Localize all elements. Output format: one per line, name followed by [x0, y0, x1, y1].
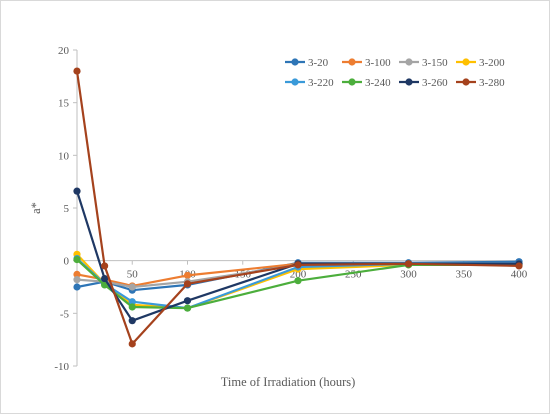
- series-line: [75, 190, 519, 322]
- legend-item: 3-150: [399, 57, 448, 69]
- legend-label: 3-220: [308, 77, 334, 89]
- y-tick-label: 15: [58, 98, 70, 110]
- y-tick-label: -10: [54, 361, 69, 373]
- data-point: [515, 262, 523, 270]
- data-point: [101, 274, 109, 283]
- legend-label: 3-280: [479, 77, 505, 89]
- data-point: [183, 271, 192, 280]
- data-point: [128, 317, 136, 325]
- series-3-280: [73, 67, 523, 348]
- data-point: [128, 283, 136, 291]
- legend: 3-20 3-100 3-150 3-200 3-220 3-240 3-260 3-280: [285, 57, 505, 89]
- data-point: [404, 260, 413, 268]
- legend-label: 3-240: [365, 77, 391, 89]
- legend-swatch-marker: [405, 78, 413, 86]
- series-lines: [73, 67, 523, 348]
- data-point: [73, 276, 81, 284]
- data-point: [294, 277, 302, 285]
- data-point: [73, 256, 81, 264]
- y-axis-title: a*: [29, 202, 43, 214]
- data-point: [128, 340, 136, 348]
- data-point: [294, 261, 302, 269]
- legend-item: 3-220: [285, 77, 334, 89]
- y-tick-label: 20: [58, 45, 70, 57]
- x-axis-title: Time of Irradiation (hours): [221, 375, 356, 389]
- legend-swatch-marker: [405, 58, 413, 66]
- x-tick-label: 50: [127, 269, 139, 281]
- x-tick-label: 400: [511, 269, 528, 281]
- legend-item: 3-240: [342, 77, 391, 89]
- legend-label: 3-150: [422, 57, 448, 69]
- legend-swatch-marker: [462, 58, 470, 66]
- legend-swatch-marker: [348, 58, 356, 66]
- data-point: [101, 262, 109, 270]
- data-point: [183, 280, 192, 288]
- series-3-260: [73, 187, 523, 325]
- data-point: [183, 304, 192, 312]
- y-tick-label: 5: [64, 203, 70, 215]
- data-point: [128, 298, 136, 306]
- data-point: [73, 270, 81, 278]
- data-point: [73, 67, 81, 75]
- data-point: [73, 283, 81, 291]
- data-point: [183, 297, 192, 305]
- legend-swatch-marker: [291, 58, 299, 66]
- legend-item: 3-200: [456, 57, 505, 69]
- legend-item: 3-260: [399, 77, 448, 89]
- legend-swatch-marker: [348, 78, 356, 86]
- x-tick-label: 300: [400, 269, 417, 281]
- legend-item: 3-100: [342, 57, 391, 69]
- legend-item: 3-20: [285, 57, 329, 69]
- legend-label: 3-20: [308, 57, 329, 69]
- legend-label: 3-100: [365, 57, 391, 69]
- data-point: [128, 303, 136, 311]
- legend-swatch-marker: [291, 78, 299, 86]
- y-tick-label: -5: [60, 308, 70, 320]
- legend-item: 3-280: [456, 77, 505, 89]
- legend-label: 3-200: [479, 57, 505, 69]
- y-tick-label: 10: [58, 150, 70, 162]
- legend-swatch-marker: [462, 78, 470, 86]
- x-tick-label: 350: [456, 269, 473, 281]
- y-tick-label: 0: [64, 256, 70, 268]
- data-point: [73, 187, 81, 195]
- legend-label: 3-260: [422, 77, 448, 89]
